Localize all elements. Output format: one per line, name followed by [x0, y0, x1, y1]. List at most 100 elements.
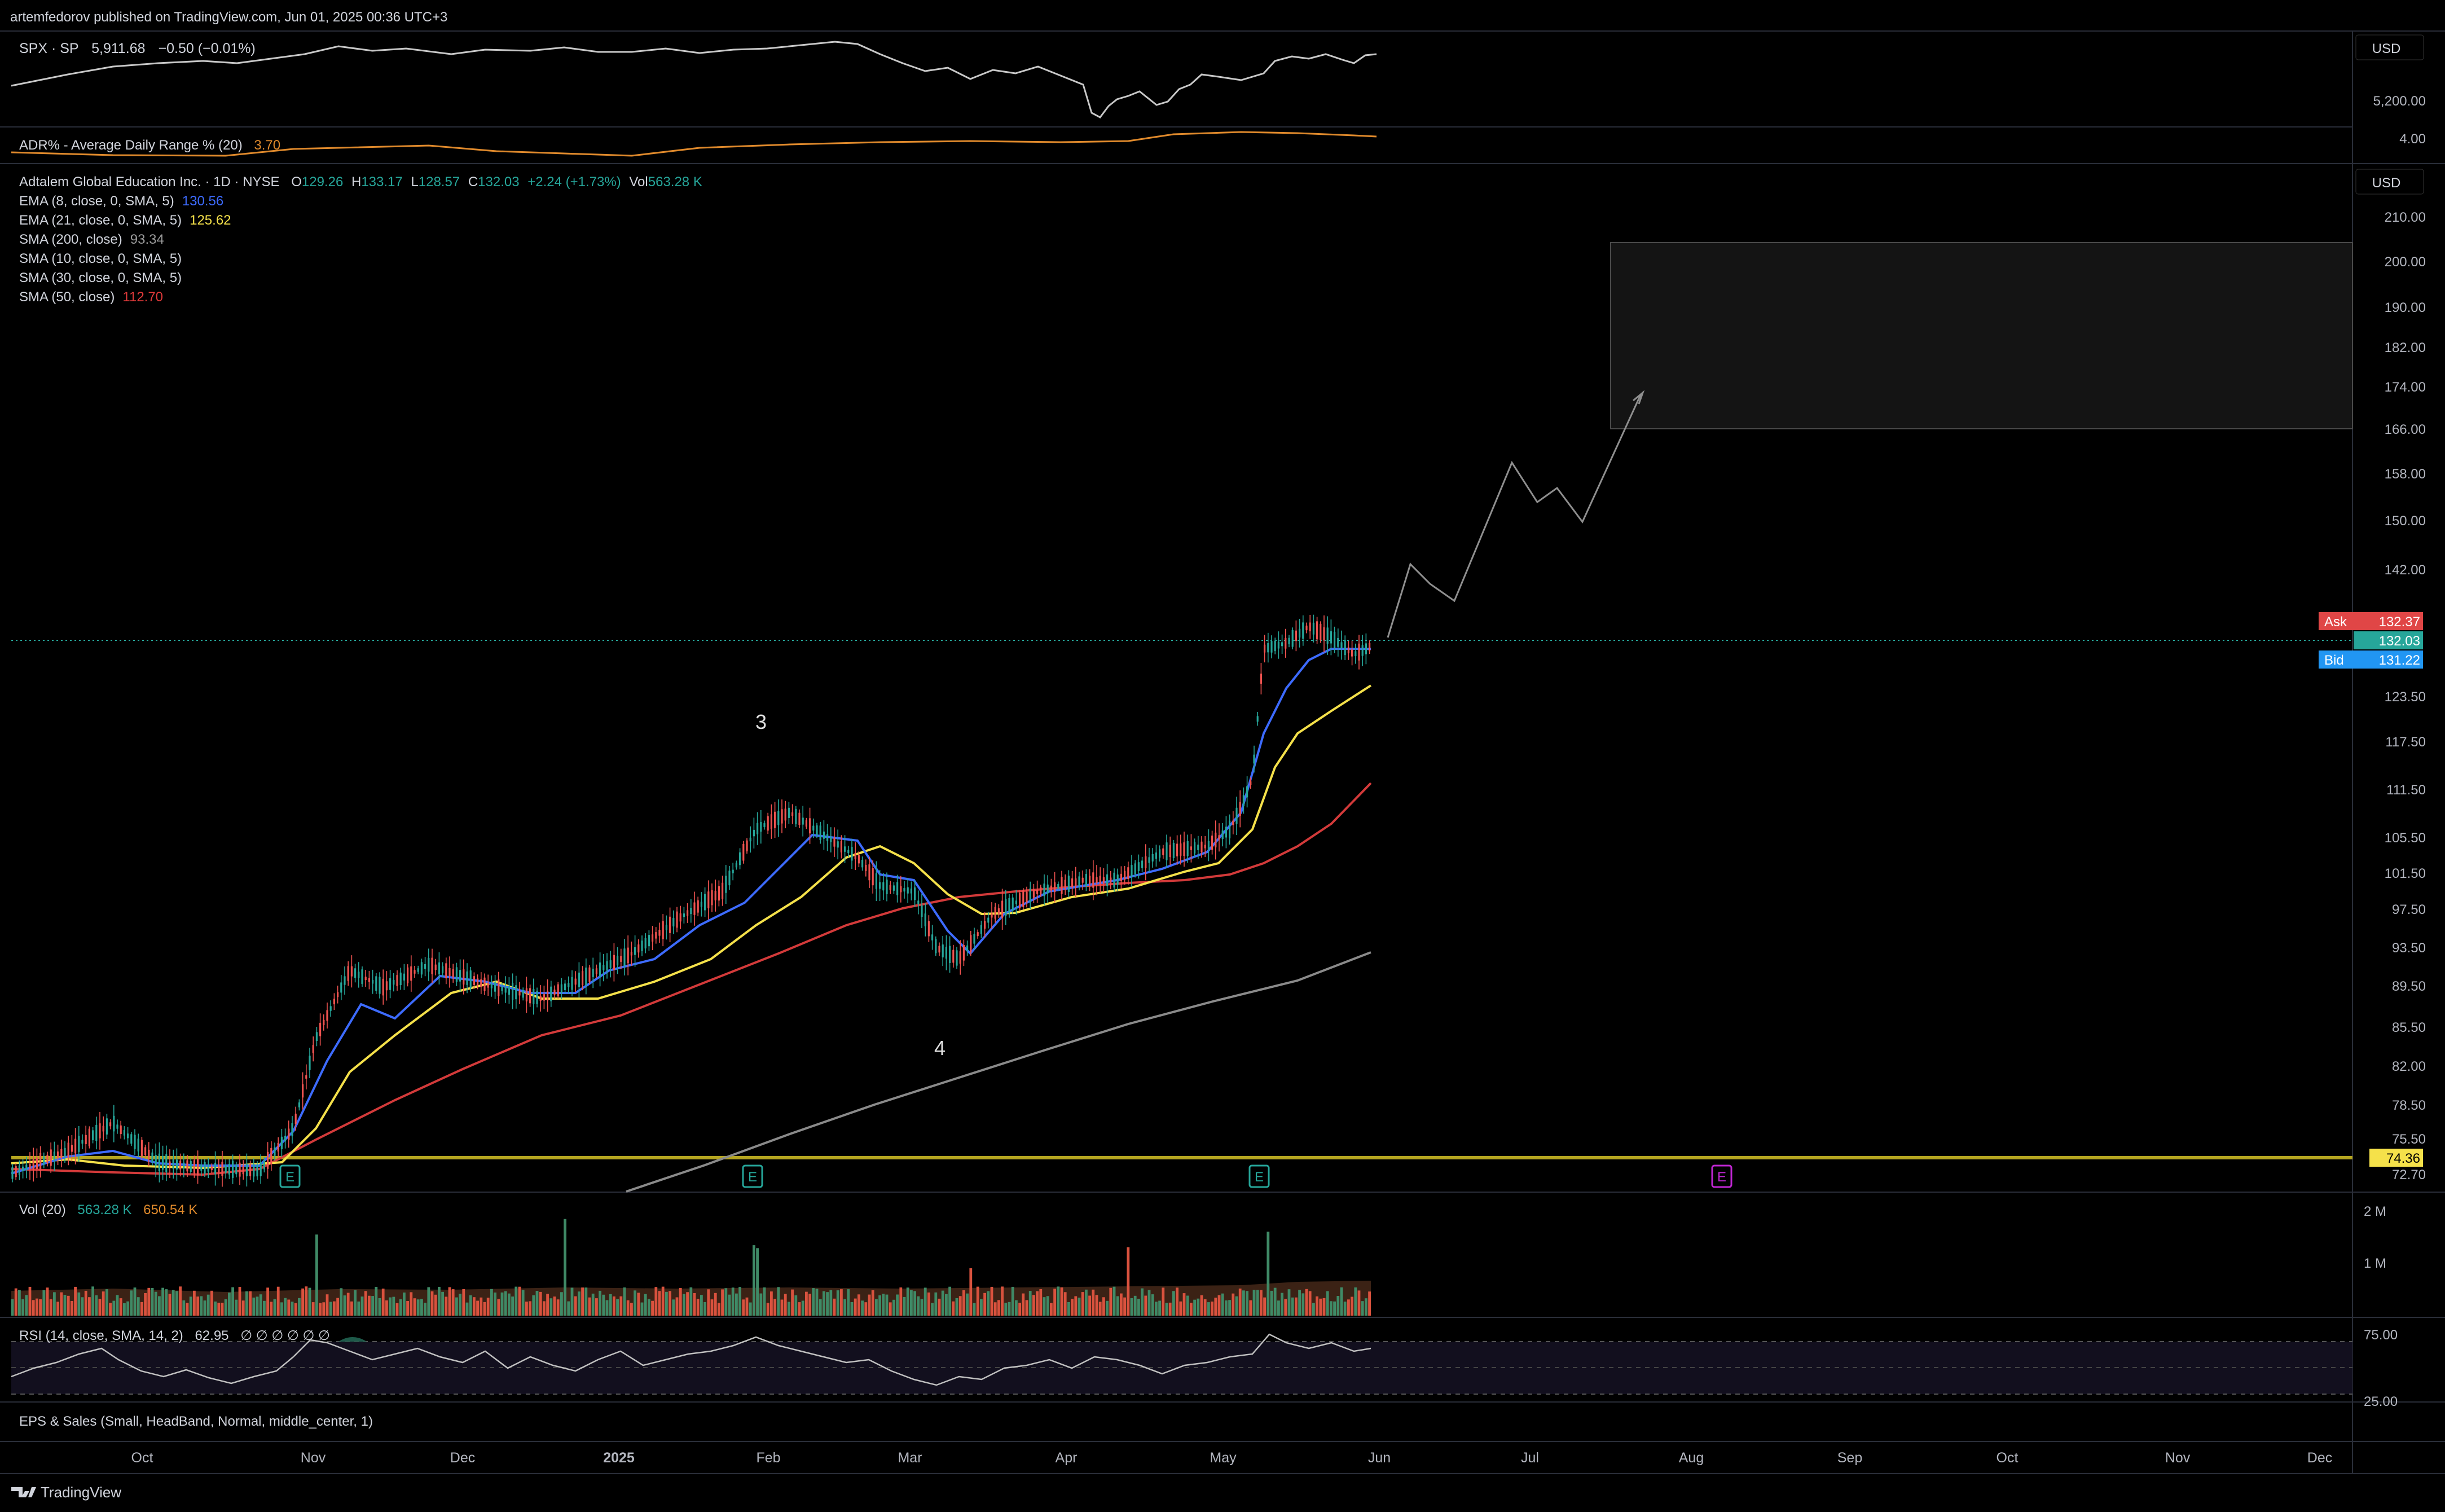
target-zone-box[interactable]: [1610, 242, 2353, 429]
volume-bar: [973, 1303, 976, 1316]
volume-bar: [1155, 1302, 1158, 1316]
candle-body: [564, 983, 566, 990]
price-axis-label: 182.00: [2385, 340, 2426, 355]
eps-sales-title[interactable]: EPS & Sales (Small, HeadBand, Normal, mi…: [19, 1414, 373, 1429]
earnings-marker[interactable]: E: [742, 1164, 763, 1188]
indicator-legend[interactable]: EMA (8, close, 0, SMA, 5) 130.56 EMA (21,…: [19, 194, 231, 305]
candle-body: [403, 973, 405, 981]
volume-bar: [602, 1294, 605, 1316]
candle-body: [74, 1139, 77, 1154]
candle-body: [973, 934, 975, 944]
svg-text:131.22: 131.22: [2379, 653, 2420, 668]
volume-bar: [756, 1248, 759, 1316]
volume-bar: [1281, 1293, 1283, 1316]
candle-body: [95, 1124, 98, 1141]
volume-pane[interactable]: Vol (20) 563.28 K 650.54 K 2 M 1 M: [11, 1202, 2386, 1316]
candle-body: [927, 921, 930, 937]
earnings-marker-upcoming[interactable]: E: [1711, 1164, 1732, 1188]
volume-bar: [850, 1302, 854, 1316]
candle-body: [630, 952, 632, 956]
candle-body: [679, 913, 681, 922]
candle-body: [1081, 877, 1084, 883]
volume-bar: [703, 1302, 706, 1316]
forecast-path[interactable]: [1387, 394, 1642, 638]
candle-body: [1186, 841, 1189, 856]
wave-label-4[interactable]: 4: [934, 1036, 946, 1060]
candle-body: [92, 1130, 94, 1140]
volume-bar: [1197, 1298, 1200, 1316]
candle-body: [662, 921, 664, 939]
price-axis-label: 93.50: [2392, 940, 2426, 956]
candle-body: [1071, 878, 1074, 887]
volume-bar: [182, 1300, 186, 1316]
volume-bar: [298, 1298, 301, 1316]
indicator-ema8[interactable]: EMA (8, close, 0, SMA, 5) 130.56: [19, 194, 223, 209]
volume-bar: [354, 1290, 357, 1316]
volume-bar: [455, 1297, 458, 1316]
volume-bar: [1252, 1290, 1256, 1316]
candle-body: [1001, 900, 1004, 918]
candle-body: [480, 979, 482, 987]
spx-axis-label: 5,200.00: [2373, 94, 2426, 109]
volume-bar: [1060, 1287, 1063, 1316]
candle-body: [494, 982, 496, 992]
adr-axis-label: 4.00: [2399, 131, 2426, 147]
volume-bar: [731, 1287, 735, 1316]
price-axis-label: 158.00: [2385, 467, 2426, 482]
rsi-pane[interactable]: RSI (14, close, SMA, 14, 2) 62.95 ∅ ∅ ∅ …: [11, 1328, 2398, 1409]
candle-body: [697, 900, 699, 913]
candle-body: [725, 876, 727, 893]
volume-bar: [567, 1301, 570, 1316]
time-axis-label: Oct: [131, 1450, 153, 1466]
price-axis-label: 210.00: [2385, 210, 2426, 225]
price-axis-label: 123.50: [2385, 689, 2426, 705]
volume-bar: [1301, 1293, 1305, 1316]
volume-bar: [665, 1291, 668, 1316]
volume-value: 563.28 K: [77, 1202, 131, 1217]
tradingview-logo[interactable]: TradingView: [11, 1484, 121, 1501]
candle-body: [277, 1142, 279, 1151]
volume-bar: [1298, 1290, 1301, 1316]
volume-bar: [707, 1289, 710, 1316]
volume-bar: [823, 1291, 825, 1316]
candle-body: [802, 817, 804, 825]
rsi-title: RSI (14, close, SMA, 14, 2): [19, 1328, 183, 1343]
volume-bar: [95, 1295, 98, 1316]
candle-body: [1124, 871, 1126, 880]
indicator-ema21[interactable]: EMA (21, close, 0, SMA, 5) 125.62: [19, 213, 231, 228]
volume-bar: [833, 1298, 836, 1316]
indicator-sma30[interactable]: SMA (30, close, 0, SMA, 5): [19, 270, 182, 285]
volume-bar: [553, 1296, 556, 1316]
indicator-sma50[interactable]: SMA (50, close) 112.70: [19, 289, 163, 305]
spx-pane[interactable]: SPX · SP 5,911.68 −0.50 (−0.01%) USD 5,2…: [11, 34, 2426, 118]
indicator-sma200[interactable]: SMA (200, close) 93.34: [19, 232, 164, 247]
candle-body: [879, 882, 881, 889]
time-axis-label: Nov: [2165, 1450, 2191, 1466]
volume-bar: [1071, 1299, 1074, 1316]
sma200-line: [626, 951, 1371, 1193]
candle-body: [463, 969, 465, 985]
volume-bar: [1004, 1303, 1008, 1316]
candle-body: [448, 968, 451, 976]
candle-body: [288, 1128, 290, 1140]
time-axis-label: Oct: [1997, 1450, 2019, 1466]
main-currency-badge[interactable]: [2355, 169, 2424, 195]
time-axis[interactable]: Oct Nov Dec 2025 Feb Mar Apr May Jun Jul Aug Sep Oct…: [131, 1450, 2333, 1466]
volume-bar: [749, 1302, 752, 1316]
candle-body: [200, 1164, 203, 1171]
spx-currency-badge[interactable]: [2355, 34, 2424, 60]
candle-body: [245, 1163, 248, 1176]
candle-body: [704, 894, 706, 911]
earnings-marker[interactable]: E: [1248, 1164, 1270, 1188]
volume-bar: [403, 1293, 406, 1316]
volume-bar: [1088, 1295, 1091, 1316]
adr-pane[interactable]: ADR% - Average Daily Range % (20) 3.70 4…: [11, 131, 2426, 157]
price-axis[interactable]: 210.00 200.00 190.00 182.00 174.00 166.00 158.…: [2385, 210, 2426, 1183]
candle-body: [533, 988, 535, 1004]
candle-body: [574, 978, 577, 985]
volume-bar: [1025, 1300, 1028, 1316]
indicator-sma10[interactable]: SMA (10, close, 0, SMA, 5): [19, 251, 182, 266]
main-pane[interactable]: 3 4 E E E E Adtalem Global Education Inc…: [11, 169, 2426, 1193]
earnings-marker[interactable]: E: [279, 1164, 301, 1188]
wave-label-3[interactable]: 3: [755, 710, 767, 733]
